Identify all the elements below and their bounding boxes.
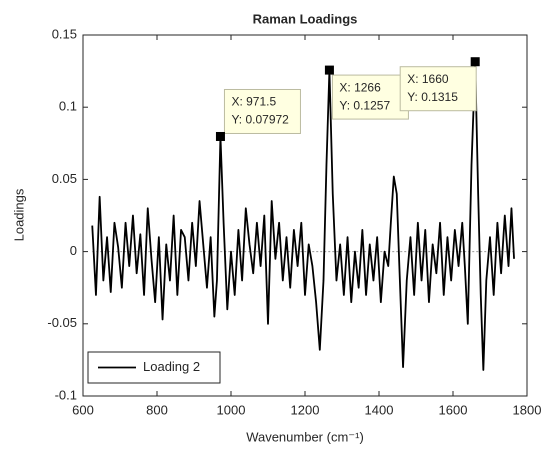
- y-axis-label: Loadings: [11, 188, 26, 241]
- data-tip: X: 971.5 Y: 0.07972: [215, 88, 301, 141]
- y-tick-label: 0: [70, 243, 77, 258]
- data-tip-label: Y: 0.1315: [407, 90, 458, 104]
- data-tip-label: Y: 0.1257: [339, 98, 390, 112]
- y-tick-label: 0.05: [52, 171, 77, 186]
- data-tip-label: X: 1266: [339, 80, 381, 94]
- legend-label: Loading 2: [143, 359, 200, 374]
- x-tick-label: 1400: [365, 402, 394, 417]
- y-tick-label: 0.15: [52, 26, 77, 41]
- data-tip-marker: [470, 57, 480, 67]
- x-tick-label: 1000: [217, 402, 246, 417]
- legend-box: [87, 351, 221, 384]
- x-tick-label: 800: [146, 402, 168, 417]
- x-tick-label: 1800: [513, 402, 542, 417]
- y-tick-label: -0.05: [47, 315, 77, 330]
- data-tip: X: 1660 Y: 0.1315: [399, 57, 480, 112]
- x-tick-label: 1600: [439, 402, 468, 417]
- x-tick-label: 600: [72, 402, 94, 417]
- data-tip-label: X: 971.5: [231, 95, 276, 109]
- data-tip: X: 1266 Y: 0.1257: [324, 65, 409, 120]
- x-axis-label: Wavenumber (cm⁻¹): [246, 429, 364, 444]
- data-tip-box: [399, 66, 477, 112]
- data-tip-label: Y: 0.07972: [231, 113, 289, 127]
- chart-title: Raman Loadings: [253, 11, 358, 26]
- data-tip-label: X: 1660: [407, 72, 449, 86]
- data-tip-box: [331, 74, 409, 120]
- y-tick-label: -0.1: [55, 387, 77, 402]
- legend: Loading 2: [87, 351, 221, 384]
- x-tick-label: 1200: [291, 402, 320, 417]
- y-tick-label: 0.1: [59, 99, 77, 114]
- data-tip-marker: [215, 131, 225, 141]
- data-tip-marker: [324, 65, 334, 75]
- data-line: [91, 60, 515, 371]
- data-tip-box: [223, 88, 301, 134]
